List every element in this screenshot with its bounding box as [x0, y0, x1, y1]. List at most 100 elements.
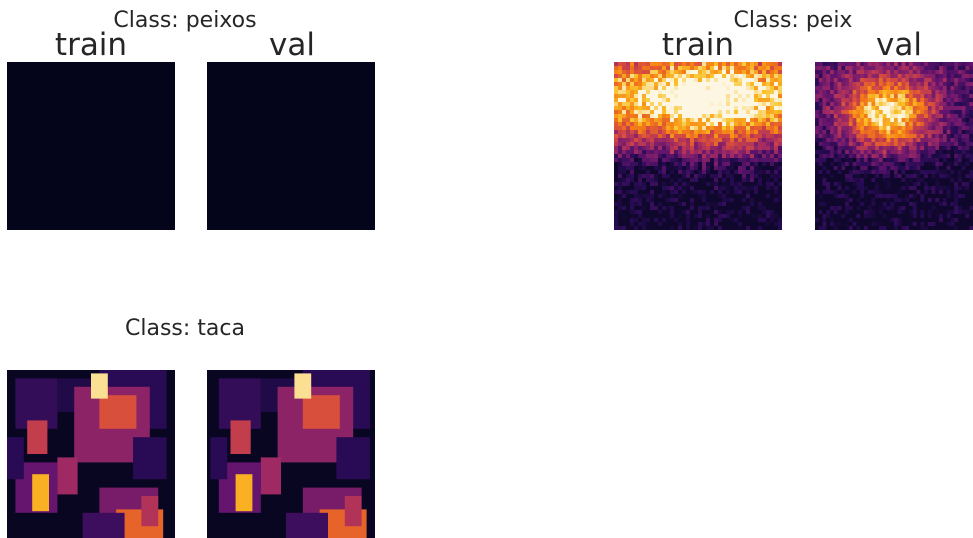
heatmap-cell [658, 154, 663, 159]
heatmap-cell [852, 158, 857, 163]
heatmap-cell [878, 62, 884, 67]
heatmap-cell [650, 130, 655, 135]
heatmap-cell [694, 206, 699, 211]
heatmap-cell [905, 154, 910, 159]
heatmap-cell [871, 174, 876, 179]
heatmap-cell [706, 154, 711, 159]
heatmap-cell [642, 78, 647, 83]
heatmap-cell [924, 186, 929, 191]
heatmap-cell [965, 90, 970, 95]
heatmap-cell [686, 166, 691, 171]
heatmap-cell [848, 130, 854, 135]
heatmap-cell [901, 90, 906, 95]
heatmap-cell [754, 226, 759, 230]
heatmap-cell [662, 114, 667, 119]
heatmap-cell [674, 218, 679, 223]
heatmap-cell [750, 62, 755, 67]
heatmap-cell [722, 222, 727, 227]
heatmap-cell [654, 106, 659, 111]
heatmap-cell [848, 158, 854, 163]
heatmap-cell [890, 90, 895, 95]
heatmap-cell [939, 78, 944, 83]
heatmap-cell [942, 82, 948, 87]
heatmap-cell [646, 118, 651, 123]
heatmap-cell [965, 218, 970, 223]
heatmap-cell [935, 78, 940, 83]
heatmap-cell [935, 142, 940, 147]
heatmap-cell [690, 66, 695, 71]
heatmap-cell [694, 126, 699, 131]
heatmap-cell [742, 86, 747, 91]
heatmap-cell [694, 170, 699, 175]
heatmap-cell [634, 102, 639, 107]
heatmap-cell [646, 194, 651, 199]
heatmap-cell [939, 62, 944, 67]
heatmap-cell [714, 214, 719, 219]
heatmap-cell [746, 162, 751, 167]
heatmap-cell [965, 134, 970, 139]
heatmap-cell [912, 198, 918, 203]
heatmap-cell [690, 154, 695, 159]
heatmap-cell [909, 162, 914, 167]
heatmap-cell [730, 62, 735, 67]
heatmap-cell [734, 74, 739, 79]
heatmap-cell [830, 182, 835, 187]
heatmap-cell [931, 146, 936, 151]
heatmap-cell [894, 114, 899, 119]
heatmap-cell [942, 118, 948, 123]
heatmap-cell [706, 138, 711, 143]
heatmap-cell [618, 162, 623, 167]
heatmap-cell [822, 210, 827, 215]
heatmap-cell [618, 182, 623, 187]
heatmap-cell [642, 178, 647, 183]
heatmap-cell [890, 178, 895, 183]
heatmap-cell [845, 106, 850, 111]
heatmap-cell [662, 130, 667, 135]
heatmap-cell [886, 118, 891, 123]
heatmap-cell [754, 198, 759, 203]
heatmap-cell [954, 134, 959, 139]
heatmap-cell [618, 222, 623, 227]
heatmap-cell [758, 62, 763, 67]
heatmap-cell [766, 186, 771, 191]
heatmap-cell [886, 214, 891, 219]
heatmap-cell [924, 222, 929, 227]
heatmap-cell [954, 150, 959, 155]
heatmap-cell [931, 178, 936, 183]
heatmap-cell [678, 170, 683, 175]
heatmap-cell [630, 78, 635, 83]
heatmap-cell [614, 114, 619, 119]
heatmap-cell [863, 186, 869, 191]
heatmap-cell [856, 222, 861, 227]
heatmap-cell [630, 62, 635, 67]
heatmap-cell [626, 66, 631, 71]
heatmap-cell [758, 90, 763, 95]
heatmap-cell [890, 122, 895, 127]
heatmap-cell [856, 154, 861, 159]
heatmap-cell [969, 134, 973, 139]
heatmap-block [82, 512, 125, 538]
heatmap-cell [646, 162, 651, 167]
heatmap-cell [897, 218, 903, 223]
heatmap-cell [614, 94, 619, 99]
heatmap-cell [950, 174, 955, 179]
heatmap-cell [714, 94, 719, 99]
heatmap-cell [852, 190, 857, 195]
heatmap-cell [642, 186, 647, 191]
heatmap-cell [778, 138, 782, 143]
heatmap-cell [654, 190, 659, 195]
heatmap-cell [942, 74, 948, 79]
heatmap-cell [750, 94, 755, 99]
heatmap-cell [614, 106, 619, 111]
heatmap-cell [618, 118, 623, 123]
heatmap-cell [957, 86, 963, 91]
heatmap-cell [961, 162, 967, 167]
heatmap-cell [867, 78, 873, 83]
heatmap-cell [826, 74, 831, 79]
heatmap-cell [702, 130, 707, 135]
heatmap-cell [746, 90, 751, 95]
heatmap-cell [614, 118, 619, 123]
heatmap-cell [830, 110, 835, 115]
heatmap-cell [766, 78, 771, 83]
heatmap-cell [878, 222, 884, 227]
